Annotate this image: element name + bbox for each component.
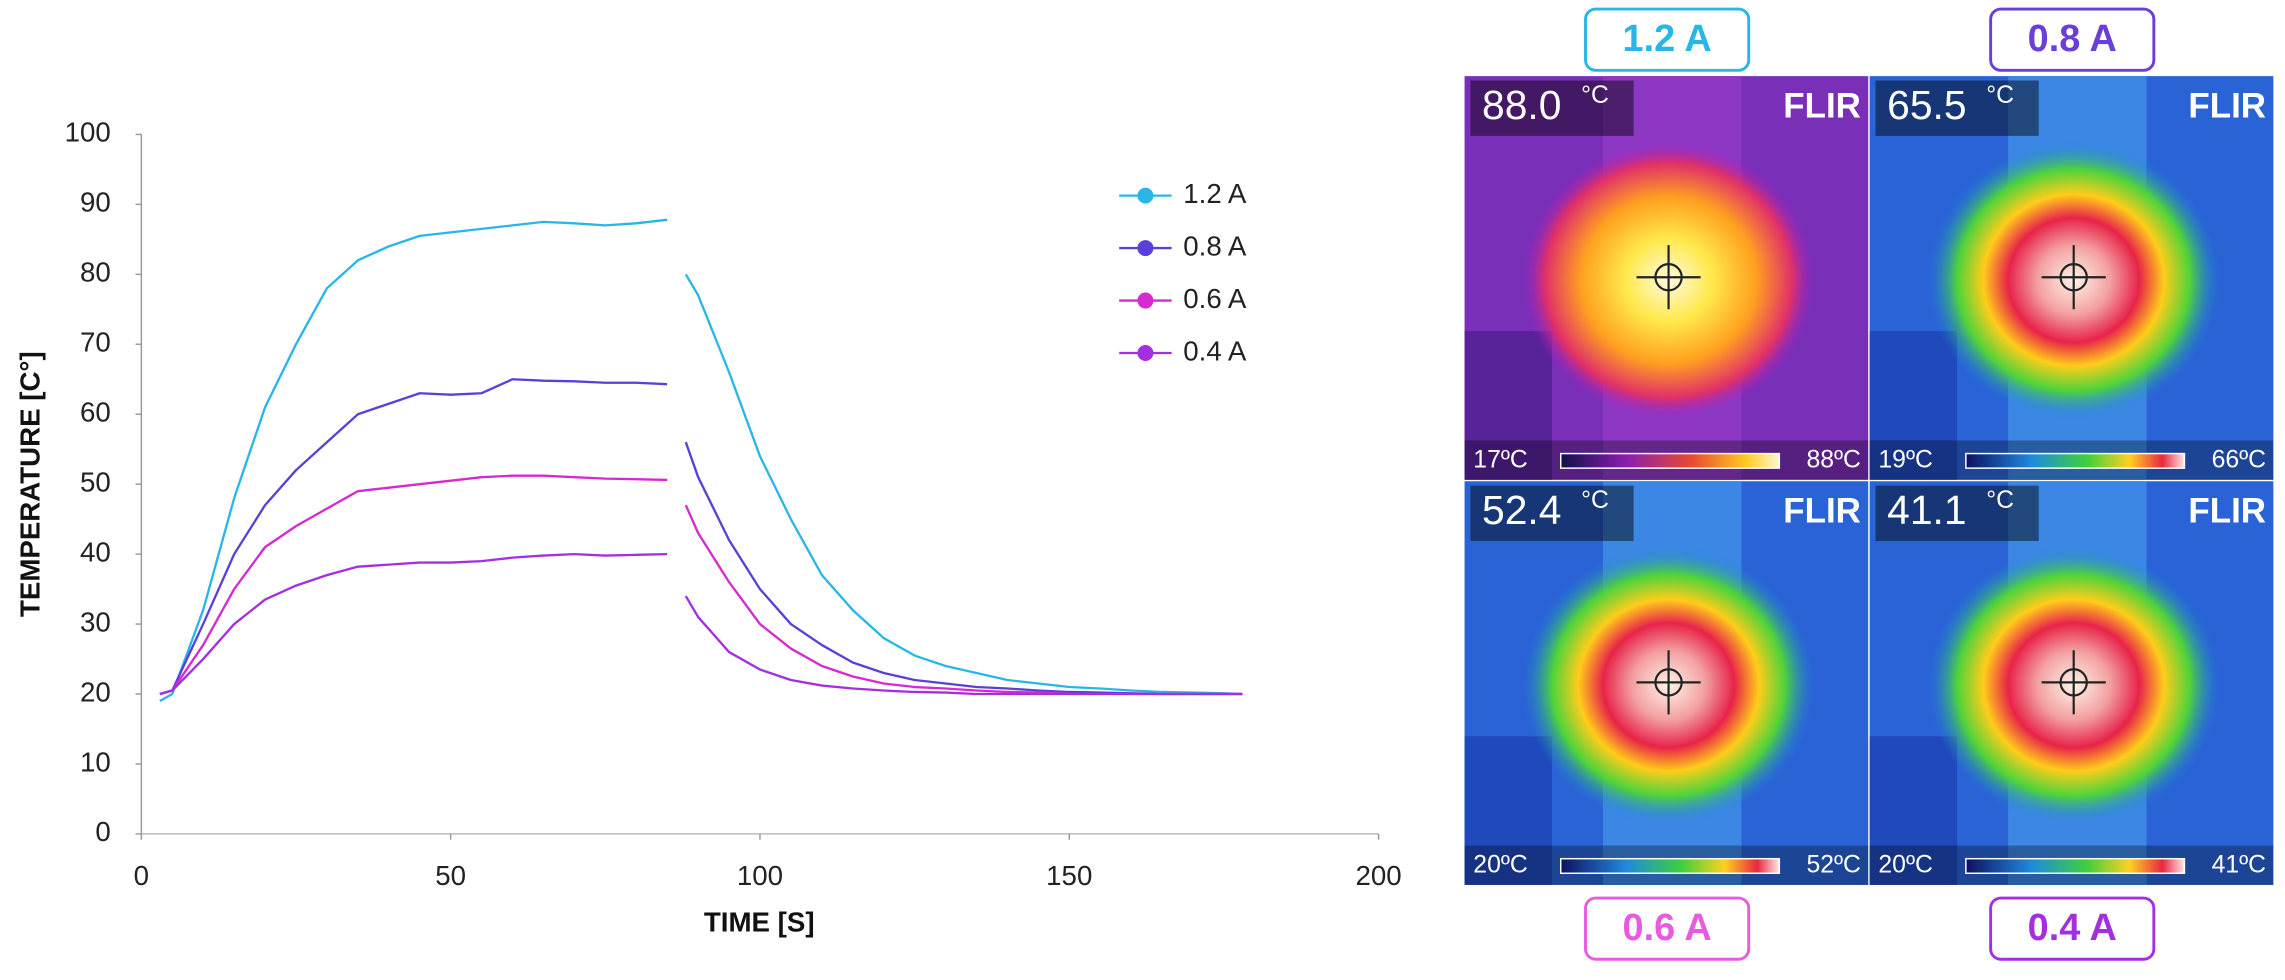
scale-min: 20ºC	[1878, 852, 1932, 879]
legend-marker	[1137, 240, 1154, 257]
x-tick-label: 50	[435, 860, 466, 891]
current-label: 0.8 A	[2028, 18, 2117, 60]
scale-max: 88ºC	[1806, 446, 1860, 473]
temperature-unit: °C	[1581, 82, 1609, 109]
crosshair	[1636, 650, 1701, 715]
x-tick-label: 150	[1046, 860, 1092, 891]
legend-marker	[1137, 187, 1154, 204]
scale-max: 66ºC	[2212, 446, 2266, 473]
scale-min: 20ºC	[1473, 852, 1527, 879]
current-label-box	[1989, 896, 2156, 961]
y-tick-label: 0	[95, 816, 110, 847]
thermal-dark	[1464, 736, 1552, 885]
temperature-unit: °C	[1986, 487, 2014, 514]
temperature-unit: °C	[1986, 82, 2014, 109]
temperature-reading: 52.4	[1482, 487, 1561, 533]
reading-box	[1470, 80, 1634, 136]
thermal-panel: 52.4 °C FLIR 20ºC 52ºC 0.6 A	[1464, 481, 1869, 961]
temperature-reading: 41.1	[1887, 487, 1966, 533]
y-tick-label: 70	[80, 327, 111, 358]
temperature-reading: 88.0	[1482, 82, 1561, 128]
color-scale	[1965, 857, 2186, 874]
reading-box	[1875, 485, 2039, 542]
y-tick-label: 40	[80, 536, 111, 567]
x-tick-label: 100	[737, 860, 783, 891]
line-series	[159, 218, 1243, 703]
thermal-panel: 65.5 °C FLIR 19ºC 66ºC 0.8 A	[1869, 7, 2274, 480]
crosshair	[1636, 245, 1701, 310]
thermal-panels: 88.0 °C FLIR 17ºC 88ºC 1.2 A 65.5 °C FLIR 19ºC 66º…	[1464, 7, 2274, 961]
reading-box	[1875, 80, 2039, 136]
brand-logo: FLIR	[1783, 86, 1861, 125]
scale-min: 17ºC	[1473, 446, 1527, 473]
current-label-box	[1584, 896, 1751, 961]
thermal-panel: 88.0 °C FLIR 17ºC 88ºC 1.2 A	[1464, 7, 1869, 480]
thermal-dark	[1869, 736, 1958, 885]
brand-logo: FLIR	[2188, 492, 2266, 531]
y-tick-label: 50	[80, 466, 111, 497]
scale-max: 52ºC	[1806, 852, 1860, 879]
line-series	[159, 552, 1243, 696]
brand-logo: FLIR	[1783, 492, 1861, 531]
y-tick-label: 20	[80, 676, 111, 707]
x-tick-label: 200	[1355, 860, 1401, 891]
y-tick-label: 60	[80, 397, 111, 428]
legend-label: 0.6 A	[1183, 283, 1247, 314]
legend-label: 1.2 A	[1183, 178, 1247, 209]
y-tick-label: 80	[80, 257, 111, 288]
legend-label: 0.4 A	[1183, 335, 1247, 366]
current-label-box	[1989, 7, 2156, 72]
thermal-dark	[1464, 331, 1552, 480]
legend-marker	[1137, 292, 1154, 309]
color-scale	[1560, 857, 1781, 874]
current-label: 1.2 A	[1623, 18, 1712, 60]
line-series	[159, 474, 1243, 696]
color-scale	[1560, 452, 1781, 469]
current-label-box	[1584, 7, 1751, 72]
y-axis-title: TEMPERATURE [C°]	[14, 351, 45, 617]
temperature-unit: °C	[1581, 487, 1609, 514]
current-label: 0.4 A	[2028, 907, 2117, 949]
thermal-panel: 41.1 °C FLIR 20ºC 41ºC 0.4 A	[1869, 481, 2274, 961]
thermal-dark	[1869, 331, 1958, 480]
y-tick-label: 90	[80, 187, 111, 218]
temperature-reading: 65.5	[1887, 82, 1966, 128]
legend-label: 0.8 A	[1183, 230, 1247, 261]
legend-marker	[1137, 345, 1154, 362]
crosshair	[2041, 650, 2106, 715]
chart: 0 10 20 30 40 50 60 70 80 90 100 0 50 100 150 200 TIME […	[14, 117, 1401, 938]
reading-box	[1470, 485, 1634, 542]
current-label: 0.6 A	[1623, 907, 1712, 949]
y-tick-label: 30	[80, 606, 111, 637]
y-tick-label: 10	[80, 746, 111, 777]
brand-logo: FLIR	[2188, 86, 2266, 125]
scale-max: 41ºC	[2212, 852, 2266, 879]
y-tick-label: 100	[65, 117, 111, 148]
x-tick-label: 0	[134, 860, 149, 891]
scale-min: 19ºC	[1878, 446, 1932, 473]
crosshair	[2041, 245, 2106, 310]
color-scale	[1965, 452, 2186, 469]
x-axis-title: TIME [S]	[704, 907, 815, 938]
